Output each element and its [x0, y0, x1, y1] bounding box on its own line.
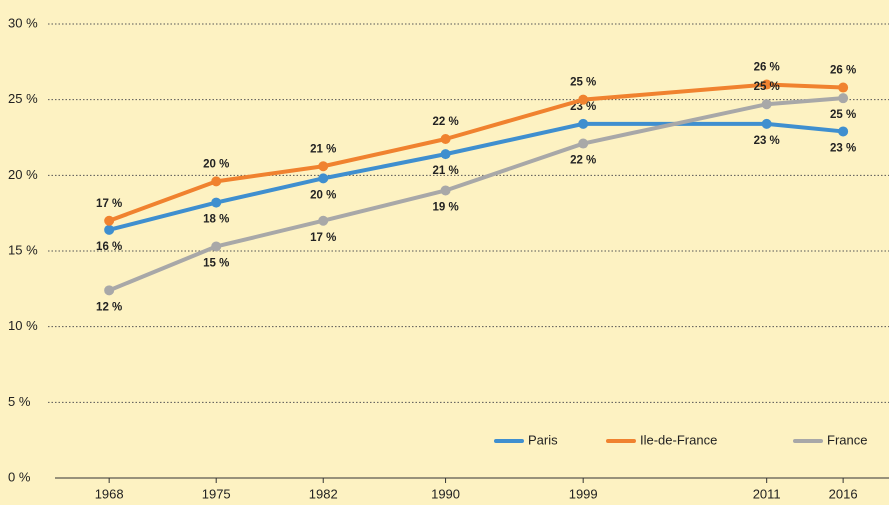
value-label: 25 % [570, 77, 596, 89]
x-tick-label: 2016 [829, 486, 858, 501]
point [104, 224, 115, 235]
point [838, 82, 849, 93]
legend-label: Paris [528, 432, 558, 447]
x-tick-label: 1975 [202, 486, 231, 501]
value-label: 20 % [203, 158, 229, 170]
legend-label: Ile-de-France [640, 432, 717, 447]
x-tick-label: 1999 [569, 486, 598, 501]
point [578, 94, 589, 105]
point [838, 126, 849, 137]
value-label: 25 % [754, 81, 780, 93]
y-tick-label: 10 % [8, 318, 38, 333]
y-tick-label: 30 % [8, 15, 38, 30]
point [211, 241, 222, 252]
point [211, 197, 222, 208]
value-label: 22 % [570, 155, 596, 167]
point [440, 134, 451, 145]
value-label: 23 % [830, 142, 856, 154]
value-label: 17 % [96, 198, 122, 210]
point [318, 215, 329, 226]
y-tick-label: 0 % [8, 469, 31, 484]
value-label: 23 % [570, 101, 596, 113]
point [440, 185, 451, 196]
point [318, 173, 329, 184]
point [318, 161, 329, 172]
value-label: 17 % [310, 232, 336, 244]
point [104, 285, 115, 296]
value-label: 21 % [310, 143, 336, 155]
point [761, 79, 772, 90]
x-tick-label: 2011 [753, 486, 781, 501]
value-label: 19 % [432, 201, 458, 213]
x-tick-label: 1982 [309, 486, 338, 501]
value-label: 25 % [830, 109, 856, 121]
value-label: 23 % [754, 135, 780, 147]
x-tick-label: 1968 [95, 486, 124, 501]
point [211, 176, 222, 187]
value-label: 15 % [203, 257, 229, 269]
y-tick-label: 15 % [8, 242, 38, 257]
point [578, 138, 589, 149]
value-label: 26 % [830, 65, 856, 77]
point [104, 215, 115, 226]
point [761, 118, 772, 129]
y-tick-label: 25 % [8, 91, 38, 106]
point [440, 149, 451, 160]
value-label: 22 % [432, 116, 458, 128]
point [838, 93, 849, 104]
value-label: 12 % [96, 301, 122, 313]
value-label: 20 % [310, 189, 336, 201]
point [578, 118, 589, 129]
value-label: 21 % [432, 165, 458, 177]
x-tick-label: 1990 [431, 486, 460, 501]
value-label: 18 % [203, 214, 229, 226]
value-label: 16 % [96, 241, 122, 253]
legend-label: France [827, 432, 867, 447]
point [761, 99, 772, 110]
y-tick-label: 5 % [8, 394, 31, 409]
y-tick-label: 20 % [8, 167, 38, 182]
value-label: 26 % [754, 62, 780, 74]
